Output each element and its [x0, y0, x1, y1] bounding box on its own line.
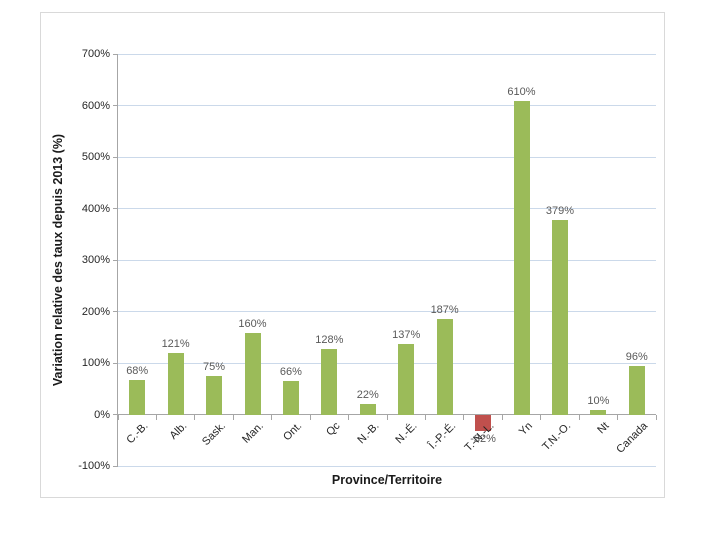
- bar: [129, 379, 146, 415]
- bar-value-label: 128%: [315, 333, 344, 346]
- bar-value-label: 68%: [126, 364, 149, 377]
- bar: [206, 375, 223, 415]
- y-tick-label: 500%: [81, 151, 110, 163]
- bar-value-label: 121%: [161, 337, 190, 350]
- bar-value-label: 379%: [545, 204, 574, 217]
- bar: [551, 219, 568, 415]
- category-tick-label: N.-B.: [355, 420, 382, 447]
- x-axis-tick: [386, 414, 388, 420]
- x-axis-tick: [540, 414, 542, 420]
- category-tick-label: T.N.-O.: [540, 420, 574, 454]
- gridline: [118, 465, 656, 467]
- category-tick-label: Ont.: [281, 420, 305, 444]
- bar: [590, 409, 607, 415]
- bar-value-label: 75%: [203, 360, 226, 373]
- gridline: [118, 208, 656, 209]
- chart: 700% 600% 500% 400% 300% 200% 100% 0% -100% 68% C.…: [40, 12, 665, 498]
- bar: [513, 100, 530, 415]
- bar-value-label: 187%: [430, 303, 459, 316]
- x-axis-tick: [655, 414, 657, 420]
- bar: [475, 414, 492, 431]
- y-axis-tick: [113, 156, 118, 158]
- y-axis-tick: [113, 208, 118, 209]
- x-axis-tick: [578, 414, 580, 420]
- y-axis-line: [117, 54, 118, 466]
- category-tick-label: Canada: [614, 420, 651, 456]
- x-axis-tick: [501, 414, 503, 420]
- bar: [436, 318, 453, 415]
- x-axis-tick: [117, 414, 119, 420]
- bar: [359, 403, 376, 415]
- bar: [321, 348, 338, 415]
- y-axis-tick: [113, 53, 118, 55]
- y-tick-label: -100%: [78, 460, 110, 472]
- x-axis-tick: [309, 414, 311, 420]
- category-tick-label: Man.: [240, 420, 266, 446]
- category-tick-label: Nt: [595, 420, 612, 437]
- gridline: [118, 311, 656, 312]
- x-axis-tick: [271, 414, 273, 420]
- bar-value-label: 137%: [392, 328, 421, 341]
- category-tick-label: Qc: [324, 420, 343, 439]
- y-tick-label: 400%: [81, 202, 110, 215]
- gridline: [118, 156, 656, 158]
- bar: [398, 343, 415, 415]
- x-axis-tick: [463, 414, 465, 420]
- y-axis-title: Variation relative des taux depuis 2013 …: [51, 133, 65, 387]
- y-axis-tick: [113, 362, 118, 364]
- y-tick-label: 600%: [81, 99, 110, 112]
- y-tick-label: 700%: [81, 48, 110, 60]
- y-tick-label: 300%: [81, 254, 110, 266]
- category-tick-label: N.-É.: [393, 420, 420, 447]
- x-axis-tick: [194, 414, 196, 420]
- y-axis-tick: [113, 105, 118, 106]
- y-axis-tick: [113, 414, 118, 415]
- bar-value-label: -32%: [470, 432, 496, 445]
- y-tick-label: 100%: [81, 357, 110, 369]
- x-axis-tick: [424, 414, 426, 420]
- category-tick-label: Alb.: [167, 420, 190, 442]
- bar-value-label: 160%: [238, 317, 267, 330]
- gridline: [118, 362, 656, 364]
- category-tick-label: C.-B.: [124, 420, 151, 447]
- gridline: [118, 259, 656, 261]
- bar: [282, 380, 299, 415]
- gridline: [118, 105, 656, 106]
- bar: [628, 365, 645, 415]
- y-tick-label: 200%: [81, 305, 110, 318]
- category-tick-label: Î.-P.-É.: [426, 420, 459, 452]
- x-axis-title: Province/Territoire: [331, 473, 443, 487]
- x-axis-tick: [348, 414, 350, 420]
- x-axis-tick: [617, 414, 619, 420]
- category-tick-label: Sask.: [199, 420, 228, 448]
- bar-value-label: 610%: [507, 85, 536, 98]
- x-axis-tick: [232, 414, 234, 420]
- bar: [244, 332, 261, 415]
- bar: [167, 352, 184, 415]
- y-axis-tick: [113, 465, 118, 467]
- y-axis-tick: [113, 259, 118, 261]
- y-axis-tick: [113, 311, 118, 312]
- y-tick-label: 0%: [94, 408, 110, 421]
- gridline: [118, 53, 656, 55]
- x-axis-tick: [155, 414, 157, 420]
- bar-value-label: 10%: [587, 394, 610, 407]
- bar-value-label: 96%: [625, 350, 648, 363]
- bar-value-label: 66%: [279, 365, 302, 378]
- bar-value-label: 22%: [356, 388, 379, 401]
- category-tick-label: Yn: [516, 420, 535, 439]
